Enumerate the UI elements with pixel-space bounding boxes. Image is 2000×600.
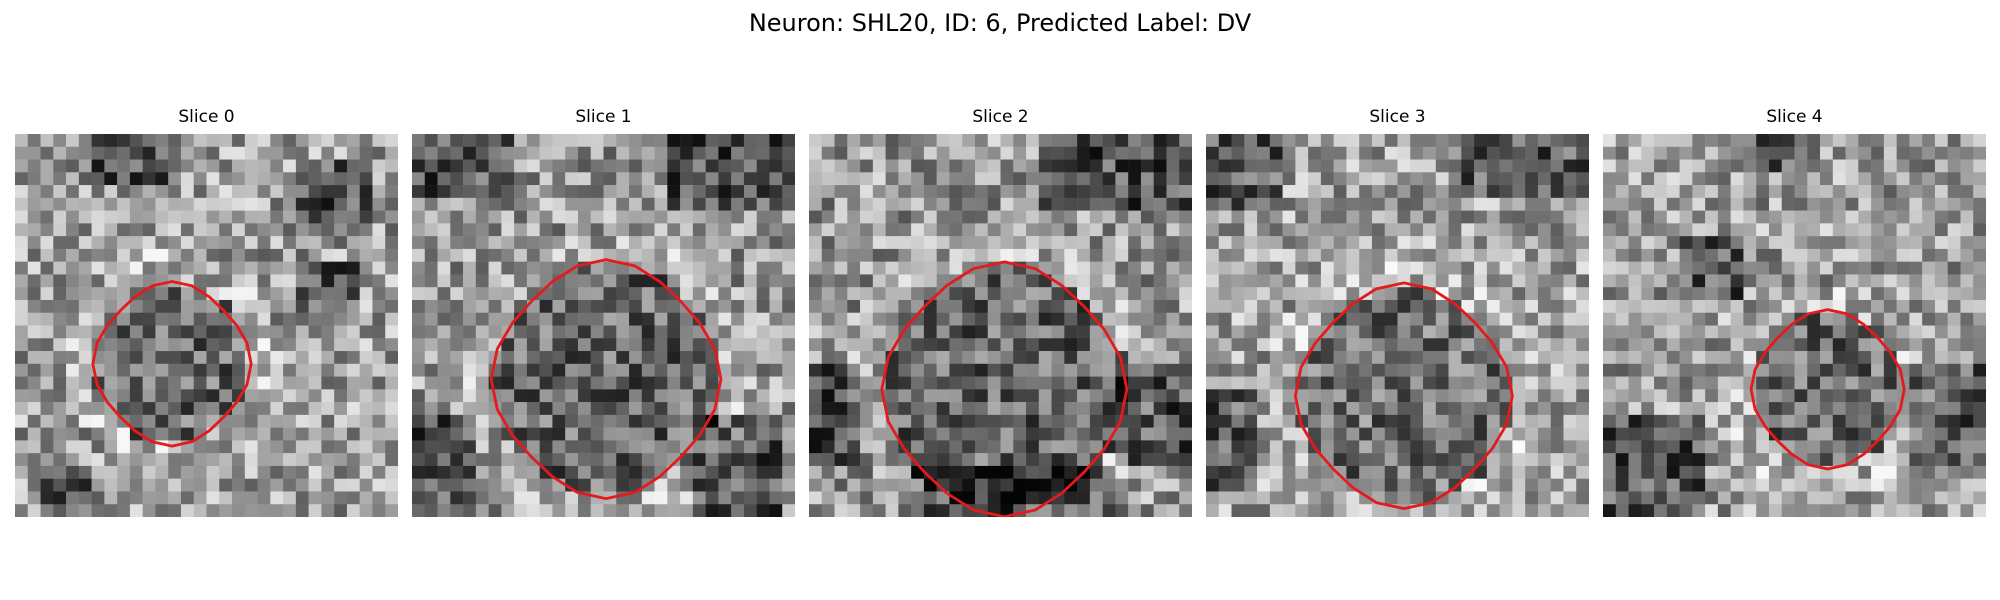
slice-title: Slice 3 <box>1369 107 1426 127</box>
slice-image-3 <box>1206 134 1589 517</box>
slice-panel-4: Slice 4 <box>1603 106 1986 517</box>
slice-title: Slice 2 <box>972 107 1029 127</box>
slice-panel-1: Slice 1 <box>412 106 795 517</box>
neuron-contour <box>91 280 253 448</box>
slice-image-4 <box>1603 134 1986 517</box>
neuron-contour <box>1293 281 1514 510</box>
slice-panel-0: Slice 0 <box>15 106 398 517</box>
slice-image-0 <box>15 134 398 517</box>
neuron-contour <box>489 258 723 501</box>
slice-title: Slice 4 <box>1766 107 1823 127</box>
slice-panel-3: Slice 3 <box>1206 106 1589 517</box>
slice-panel-2: Slice 2 <box>809 106 1192 517</box>
slice-title: Slice 0 <box>178 107 235 127</box>
slice-image-1 <box>412 134 795 517</box>
slice-image-2 <box>809 134 1192 517</box>
figure-title: Neuron: SHL20, ID: 6, Predicted Label: D… <box>748 9 1252 37</box>
neuron-contour <box>880 260 1129 517</box>
slice-title: Slice 1 <box>575 107 632 127</box>
neuron-contour <box>1749 308 1906 471</box>
